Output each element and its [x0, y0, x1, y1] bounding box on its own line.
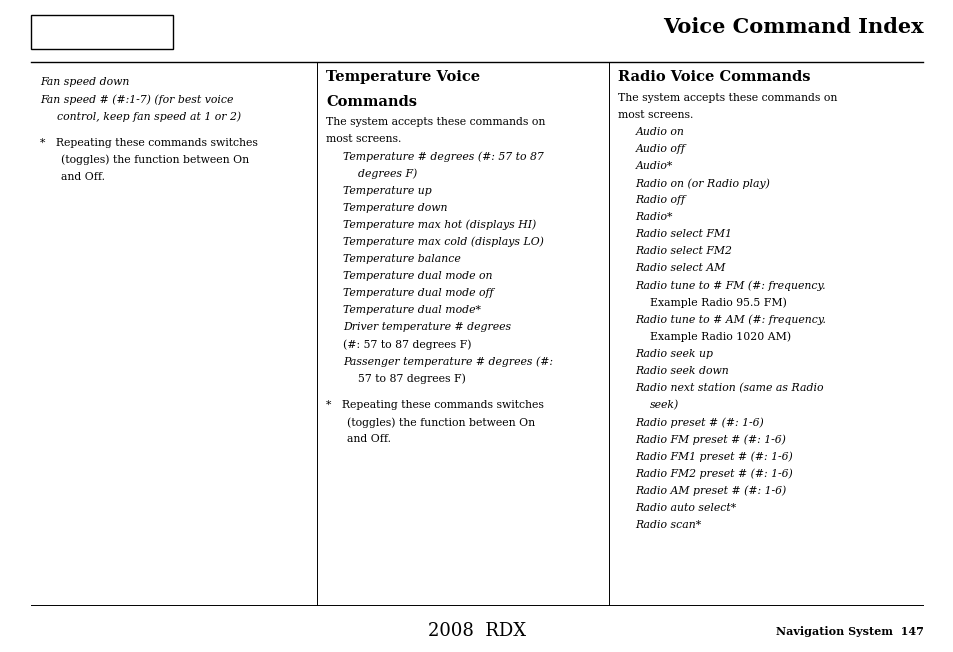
Text: Audio on: Audio on — [635, 126, 683, 137]
Text: Fan speed # (#:1-7) (for best voice: Fan speed # (#:1-7) (for best voice — [40, 94, 233, 104]
Text: Temperature balance: Temperature balance — [343, 254, 460, 264]
Text: Temperature Voice: Temperature Voice — [326, 70, 480, 83]
Text: Radio FM1 preset # (#: 1-6): Radio FM1 preset # (#: 1-6) — [635, 451, 792, 462]
Text: Example Radio 1020 AM): Example Radio 1020 AM) — [649, 332, 790, 342]
Text: Voice Command Index: Voice Command Index — [662, 18, 923, 37]
Text: control, keep fan speed at 1 or 2): control, keep fan speed at 1 or 2) — [57, 111, 241, 122]
Text: 2008  RDX: 2008 RDX — [428, 622, 525, 640]
Text: Driver temperature # degrees: Driver temperature # degrees — [343, 322, 511, 333]
Text: Passenger temperature # degrees (#:: Passenger temperature # degrees (#: — [343, 357, 553, 367]
Text: Navigation System  147: Navigation System 147 — [775, 626, 923, 636]
Text: Temperature max cold (displays LO): Temperature max cold (displays LO) — [343, 237, 544, 248]
Text: Radio select FM1: Radio select FM1 — [635, 230, 732, 239]
Text: most screens.: most screens. — [326, 134, 401, 145]
Text: (toggles) the function between On: (toggles) the function between On — [61, 155, 249, 165]
Text: Fan speed down: Fan speed down — [40, 77, 130, 87]
Text: Radio off: Radio off — [635, 195, 684, 205]
Text: Radio preset # (#: 1-6): Radio preset # (#: 1-6) — [635, 417, 763, 428]
Text: Radio*: Radio* — [635, 212, 672, 222]
Text: (toggles) the function between On: (toggles) the function between On — [347, 417, 535, 428]
Text: Temperature up: Temperature up — [343, 186, 432, 196]
Text: 57 to 87 degrees F): 57 to 87 degrees F) — [357, 374, 465, 384]
Text: Radio FM preset # (#: 1-6): Radio FM preset # (#: 1-6) — [635, 434, 785, 445]
Text: Radio on (or Radio play): Radio on (or Radio play) — [635, 178, 769, 188]
Text: Radio select FM2: Radio select FM2 — [635, 246, 732, 256]
Text: Radio auto select*: Radio auto select* — [635, 503, 736, 512]
Text: Temperature dual mode*: Temperature dual mode* — [343, 305, 481, 316]
Text: Temperature # degrees (#: 57 to 87: Temperature # degrees (#: 57 to 87 — [343, 151, 543, 162]
FancyBboxPatch shape — [31, 15, 172, 49]
Text: degrees F): degrees F) — [357, 169, 416, 179]
Text: Audio*: Audio* — [635, 161, 672, 171]
Text: Radio tune to # FM (#: frequency.: Radio tune to # FM (#: frequency. — [635, 280, 825, 291]
Text: Temperature dual mode off: Temperature dual mode off — [343, 288, 494, 298]
Text: most screens.: most screens. — [618, 110, 693, 120]
Text: Radio seek up: Radio seek up — [635, 349, 713, 359]
Text: The system accepts these commands on: The system accepts these commands on — [326, 117, 545, 127]
Text: Radio FM2 preset # (#: 1-6): Radio FM2 preset # (#: 1-6) — [635, 468, 792, 479]
Text: Commands: Commands — [326, 95, 416, 108]
Text: Radio select AM: Radio select AM — [635, 263, 725, 273]
Text: Temperature down: Temperature down — [343, 203, 448, 213]
Text: Temperature dual mode on: Temperature dual mode on — [343, 271, 493, 281]
Text: The system accepts these commands on: The system accepts these commands on — [618, 93, 837, 102]
Text: seek): seek) — [649, 400, 679, 410]
Text: and Off.: and Off. — [347, 434, 391, 444]
Text: Radio seek down: Radio seek down — [635, 366, 728, 376]
Text: Radio tune to # AM (#: frequency.: Radio tune to # AM (#: frequency. — [635, 315, 825, 325]
Text: Radio scan*: Radio scan* — [635, 520, 700, 529]
Text: *   Repeating these commands switches: * Repeating these commands switches — [326, 400, 543, 410]
Text: *   Repeating these commands switches: * Repeating these commands switches — [40, 138, 257, 147]
Text: Radio Voice Commands: Radio Voice Commands — [618, 70, 810, 83]
Text: Temperature max hot (displays HI): Temperature max hot (displays HI) — [343, 220, 537, 230]
Text: Radio AM preset # (#: 1-6): Radio AM preset # (#: 1-6) — [635, 486, 786, 496]
Text: Audio off: Audio off — [635, 144, 684, 154]
Text: Example Radio 95.5 FM): Example Radio 95.5 FM) — [649, 297, 785, 308]
Text: Radio next station (same as Radio: Radio next station (same as Radio — [635, 383, 823, 393]
Text: and Off.: and Off. — [61, 171, 105, 182]
Text: (#: 57 to 87 degrees F): (#: 57 to 87 degrees F) — [343, 340, 472, 350]
